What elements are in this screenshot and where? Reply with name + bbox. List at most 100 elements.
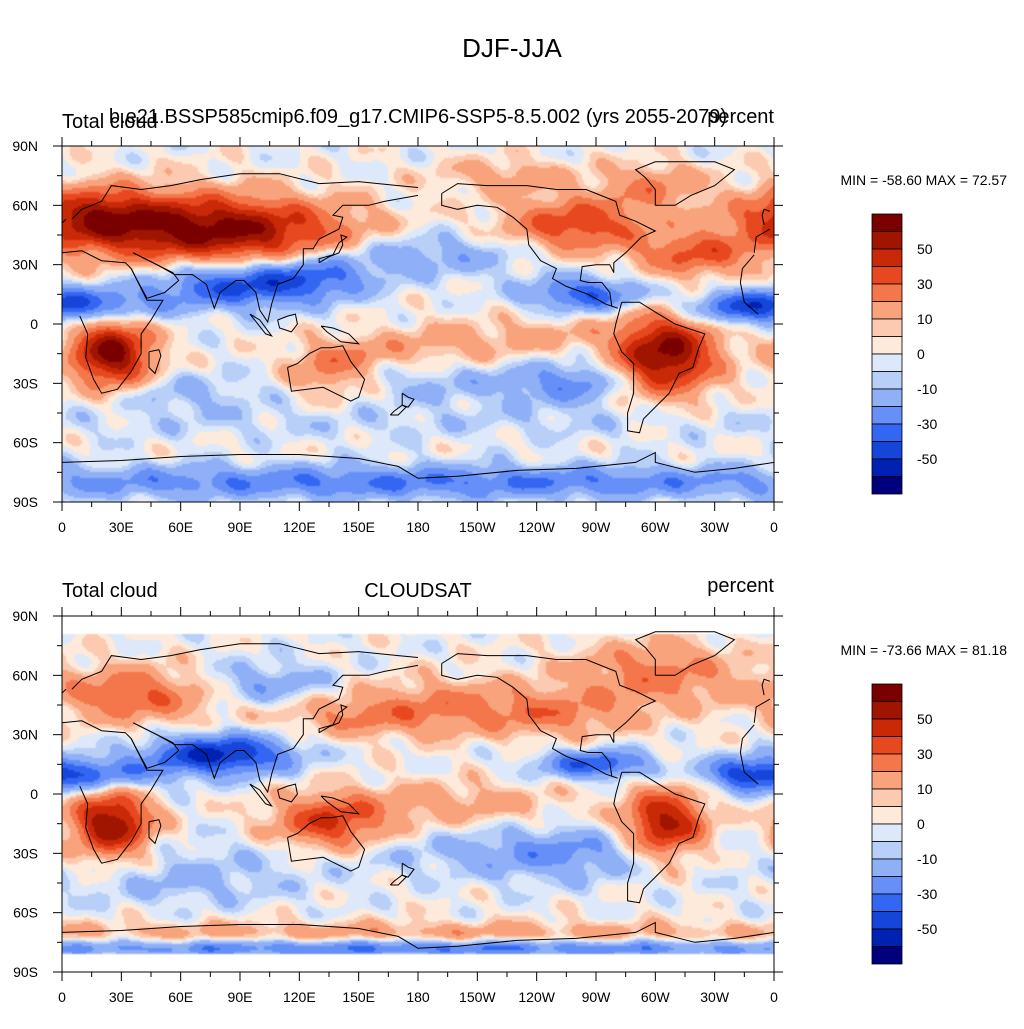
- colorbar-box: [871, 771, 903, 790]
- colorbar-box: [871, 753, 903, 772]
- colorbar-label: -10: [917, 381, 937, 397]
- panel-bottom-right-title: percent: [707, 575, 774, 597]
- colorbar-box: [871, 248, 903, 267]
- coastline-asia_south: [132, 664, 419, 794]
- colorbar-box: [871, 476, 903, 495]
- colorbar-box: [871, 683, 903, 702]
- coastline-africa: [739, 282, 759, 315]
- coastline-eurasia: [71, 173, 419, 220]
- colorbar-box: [871, 213, 903, 232]
- coastline-arabia: [130, 252, 180, 299]
- lon-tick-label: 60E: [168, 519, 193, 535]
- coastline-africa: [739, 254, 755, 283]
- colorbar-label: -30: [917, 886, 937, 902]
- lat-tick-label: 90S: [13, 964, 38, 980]
- coastline-greenland: [634, 631, 736, 676]
- lat-tick-label: 60N: [12, 197, 38, 213]
- lat-tick-label: 0: [30, 786, 38, 802]
- coastline-eurasia: [753, 228, 771, 253]
- panel-bottom: Total cloud CLOUDSAT percent 90N 60N 30N 0 3…: [12, 575, 1007, 1005]
- lon-tick-label: 150W: [459, 519, 496, 535]
- colorbar-box: [871, 823, 903, 842]
- panel-top: b.e21.BSSP585cmip6.f09_g17.CMIP6-SSP5-8.…: [12, 106, 1007, 535]
- colorbar-box: [871, 701, 903, 720]
- coastline-africa: [739, 752, 759, 785]
- lon-tick-label: 120E: [283, 989, 316, 1005]
- colorbar-box: [871, 266, 903, 285]
- lat-tick-label: 30S: [13, 375, 38, 391]
- colorbar-box: [871, 353, 903, 372]
- coastline-japan: [318, 704, 348, 734]
- coastline-nz: [401, 392, 415, 408]
- panel-bottom-axes: 90N 60N 30N 0 30S 60S 90S 0 30E 60E 90E 120E 150E 180…: [12, 607, 783, 1005]
- lon-tick-label: 150E: [342, 989, 375, 1005]
- lon-tick-label: 90W: [582, 519, 612, 535]
- lon-tick-label: 0: [58, 989, 66, 1005]
- lat-tick-label: 60S: [13, 435, 38, 451]
- coastline-ng: [320, 795, 361, 815]
- coastline-uk: [61, 688, 67, 694]
- colorbar-label: -50: [917, 451, 937, 467]
- coastline-africa: [739, 724, 755, 753]
- colorbar-box: [871, 841, 903, 860]
- lon-tick-label: 30W: [700, 989, 730, 1005]
- coastline-australia: [287, 815, 366, 872]
- lon-tick-label: 120W: [518, 519, 555, 535]
- lon-tick-label: 30E: [109, 519, 134, 535]
- coastline-madagascar: [148, 819, 162, 845]
- colorbar-label: -10: [917, 851, 937, 867]
- lat-tick-label: 90N: [12, 138, 38, 154]
- colorbar-box: [871, 388, 903, 407]
- lon-tick-label: 180: [406, 989, 430, 1005]
- coastline-nz: [401, 862, 415, 878]
- lon-tick-label: 0: [58, 519, 66, 535]
- lat-tick-label: 90N: [12, 608, 38, 624]
- coastline-greenland: [634, 161, 736, 206]
- colorbar-box: [871, 928, 903, 947]
- panel-bottom-left-title: Total cloud: [62, 580, 158, 602]
- lon-tick-label: 0: [770, 519, 778, 535]
- lon-tick-label: 0: [770, 989, 778, 1005]
- colorbar-box: [871, 371, 903, 390]
- colorbar-box: [871, 806, 903, 825]
- panel-top-left-title: Total cloud: [62, 111, 158, 133]
- panel-bottom-min-max: MIN = -73.66 MAX = 81.18: [840, 642, 1007, 658]
- lon-tick-label: 90E: [228, 519, 253, 535]
- coastline-ng: [320, 325, 361, 345]
- colorbar-box: [871, 318, 903, 337]
- colorbar-label: 0: [917, 346, 925, 362]
- colorbar-box: [871, 876, 903, 895]
- lon-tick-label: 60E: [168, 989, 193, 1005]
- coastline-sumatra: [249, 313, 273, 337]
- panel-top-center-title: b.e21.BSSP585cmip6.f09_g17.CMIP6-SSP5-8.…: [109, 106, 727, 128]
- coastline-africa: [61, 250, 164, 394]
- main-title: DJF-JJA: [462, 33, 562, 63]
- coastline-antarctica: [61, 451, 775, 479]
- colorbar-box: [871, 231, 903, 250]
- coastline-namerica: [441, 653, 657, 779]
- lat-tick-label: 90S: [13, 494, 38, 510]
- lat-tick-label: 30N: [12, 727, 38, 743]
- lon-tick-label: 60W: [641, 519, 671, 535]
- coastline-nz_s: [389, 404, 407, 416]
- panel-top-axes: 90N 60N 30N 0 30S 60S 90S 0 30E 60E 90E 120E 150E 180…: [12, 137, 783, 535]
- lon-tick-label: 90E: [228, 989, 253, 1005]
- colorbar-label: 30: [917, 746, 933, 762]
- coastline-namerica: [441, 183, 657, 309]
- coastline-japan: [318, 234, 348, 264]
- colorbar-label: 50: [917, 241, 933, 257]
- coastline-sumatra: [249, 783, 273, 807]
- colorbar-box: [871, 736, 903, 755]
- lon-tick-label: 180: [406, 519, 430, 535]
- colorbar-box: [871, 423, 903, 442]
- panel-bottom-coastlines: [61, 631, 775, 949]
- lat-tick-label: 30N: [12, 257, 38, 273]
- lon-tick-label: 90W: [582, 989, 612, 1005]
- lon-tick-label: 150W: [459, 989, 496, 1005]
- coastline-madagascar: [148, 349, 162, 375]
- colorbar-box: [871, 911, 903, 930]
- panel-top-contour-map: [62, 146, 774, 502]
- colorbar-box: [871, 946, 903, 965]
- coastline-australia: [287, 345, 366, 402]
